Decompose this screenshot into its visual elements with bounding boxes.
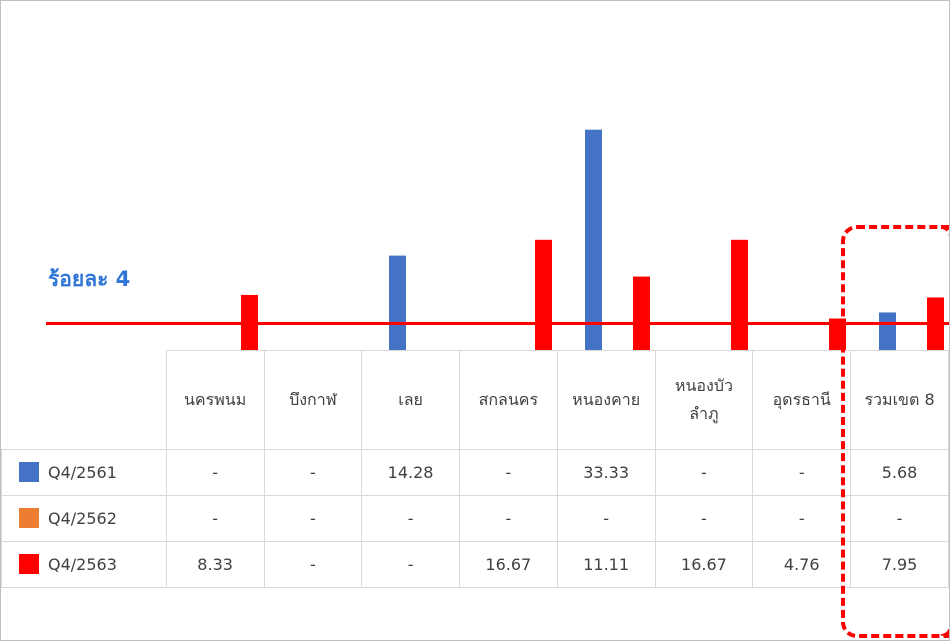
data-label: - [165, 448, 265, 496]
category-label: หนองบัวลำภู [654, 350, 754, 450]
category-label-line: ลำภู [689, 403, 719, 423]
legend-entry: Q4/2562 [1, 494, 167, 542]
category-label: บึงกาฬ [263, 350, 363, 450]
bar-Q4-2561-2 [389, 255, 406, 350]
bar-Q4-2563-3 [535, 239, 552, 350]
table-header-row: นครพนม บึงกาฬ เลย สกลนคร หนองคาย หนองบัวลำภู อ… [1, 350, 949, 450]
table-corner [1, 350, 167, 450]
legend-label: Q4/2563 [48, 554, 117, 574]
category-label-line: นครพนม [183, 389, 247, 409]
data-label: 11.11 [556, 540, 656, 588]
bar-Q4-2561-4 [585, 129, 602, 350]
legend-swatch [19, 554, 39, 574]
data-label: - [654, 494, 754, 542]
data-label: 14.28 [361, 448, 460, 496]
data-label: 8.33 [165, 540, 265, 588]
table-row: Q4/2562- - - - - - - - [1, 494, 949, 542]
legend-label: Q4/2561 [48, 462, 117, 482]
category-label: เลย [361, 350, 460, 450]
data-label: - [458, 494, 558, 542]
data-label: - [556, 494, 656, 542]
legend-swatch [19, 508, 39, 528]
data-label: - [263, 494, 363, 542]
data-label: - [165, 494, 265, 542]
data-label: - [752, 494, 852, 542]
data-label: - [263, 448, 363, 496]
legend-entry: Q4/2561 [1, 448, 167, 496]
category-label: รวมเขต 8 [850, 350, 949, 450]
category-label: นครพนม [165, 350, 265, 450]
legend-entry: Q4/2563 [1, 540, 167, 588]
bar-Q4-2561-7 [879, 312, 896, 350]
data-label: 16.67 [458, 540, 558, 588]
category-label-line: รวมเขต 8 [864, 389, 935, 409]
data-label: - [654, 448, 754, 496]
data-label: - [361, 540, 460, 588]
bar-Q4-2563-4 [633, 276, 650, 350]
bar-Q4-2563-5 [731, 239, 748, 350]
highlight-box [841, 225, 949, 638]
threshold-label: ร้อยละ 4 [48, 267, 131, 291]
table-row: Q4/2563 8.33- -16.67 11.11 16.67 4.76 7.95 [1, 540, 949, 588]
category-label-line: อุดรธานี [772, 389, 831, 409]
legend-label: Q4/2562 [48, 508, 117, 528]
data-label: - [263, 540, 363, 588]
category-label: อุดรธานี [752, 350, 852, 450]
table-row: Q4/2561- -14.28-33.33- -5.68 [1, 448, 949, 496]
category-label-line: หนองคาย [572, 389, 641, 409]
data-label: - [361, 494, 460, 542]
category-label-line: สกลนคร [478, 389, 539, 409]
data-label: 16.67 [654, 540, 754, 588]
category-label-line: หนองบัว [674, 375, 733, 395]
data-label: - [752, 448, 852, 496]
data-label: - [458, 448, 558, 496]
category-label: สกลนคร [458, 350, 558, 450]
category-label: หนองคาย [556, 350, 656, 450]
data-label: 7.95 [850, 540, 949, 588]
data-table: นครพนม บึงกาฬ เลย สกลนคร หนองคาย หนองบัวลำภู อ… [1, 350, 949, 588]
data-label: 4.76 [752, 540, 852, 588]
legend-swatch [19, 462, 39, 482]
category-label-line: บึงกาฬ [289, 389, 337, 409]
highlight-box-right-edge [941, 225, 949, 638]
data-label: 33.33 [556, 448, 656, 496]
category-label-line: เลย [398, 389, 423, 409]
